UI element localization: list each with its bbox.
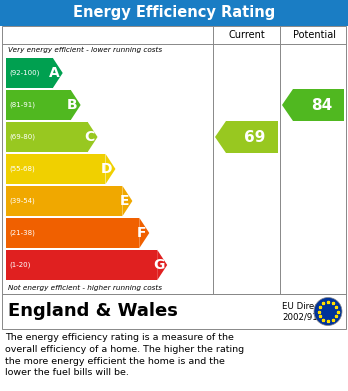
Bar (0, 0, 348, 26)
Text: (55-68): (55-68) (9, 166, 35, 172)
Bar (226, 121, 278, 153)
Text: Not energy efficient - higher running costs: Not energy efficient - higher running co… (8, 285, 162, 291)
Text: The energy efficiency rating is a measure of the
overall efficiency of a home. T: The energy efficiency rating is a measur… (5, 333, 244, 377)
Polygon shape (53, 58, 63, 88)
Polygon shape (71, 90, 81, 120)
Bar (6, 58, 53, 88)
Polygon shape (105, 154, 116, 184)
Text: 69: 69 (244, 129, 266, 145)
Bar (6, 186, 122, 216)
Text: Potential: Potential (293, 30, 335, 40)
Text: C: C (84, 130, 95, 144)
Bar (293, 89, 344, 121)
Text: 2002/91/EC: 2002/91/EC (282, 312, 332, 321)
Text: D: D (101, 162, 112, 176)
Text: E: E (120, 194, 129, 208)
Polygon shape (215, 121, 226, 153)
Text: EU Directive: EU Directive (282, 302, 335, 311)
Bar (6, 122, 88, 152)
Polygon shape (139, 218, 149, 248)
Polygon shape (157, 250, 167, 280)
Polygon shape (88, 122, 97, 152)
Text: (1-20): (1-20) (9, 262, 30, 268)
Text: G: G (153, 258, 164, 272)
Text: 84: 84 (311, 97, 332, 113)
Text: (21-38): (21-38) (9, 230, 35, 236)
Bar (2, 294, 346, 329)
Bar (2, 26, 346, 294)
Text: Current: Current (228, 30, 265, 40)
Text: Energy Efficiency Rating: Energy Efficiency Rating (73, 5, 275, 20)
Text: F: F (137, 226, 146, 240)
Text: (39-54): (39-54) (9, 198, 35, 204)
Text: B: B (67, 98, 78, 112)
Polygon shape (282, 89, 293, 121)
Text: England & Wales: England & Wales (8, 303, 178, 321)
Bar (6, 90, 71, 120)
Text: (81-91): (81-91) (9, 102, 35, 108)
Polygon shape (122, 186, 132, 216)
Text: (69-80): (69-80) (9, 134, 35, 140)
Bar (6, 250, 157, 280)
Text: Very energy efficient - lower running costs: Very energy efficient - lower running co… (8, 47, 162, 53)
Bar (6, 154, 105, 184)
Text: (92-100): (92-100) (9, 70, 39, 76)
Text: A: A (49, 66, 60, 80)
Bar (6, 218, 139, 248)
Circle shape (314, 298, 342, 325)
